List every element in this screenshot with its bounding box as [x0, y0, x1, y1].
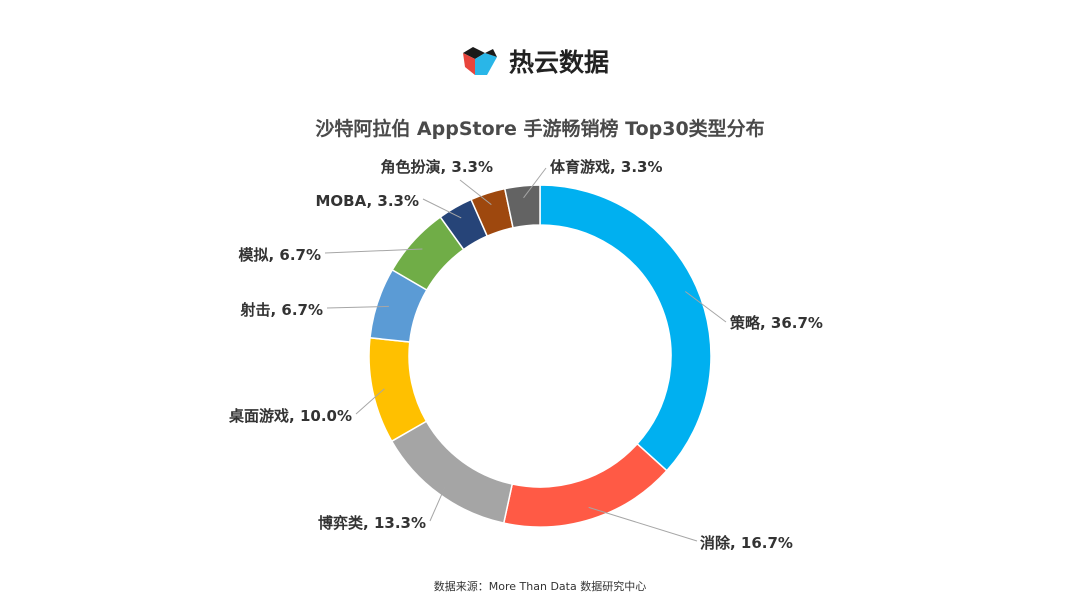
slice-label-0: 策略, 36.7%: [729, 314, 823, 332]
slice-label-2: 博弈类, 13.3%: [318, 514, 426, 532]
donut-slice-3: [368, 336, 428, 443]
donut-slice-8: [503, 184, 541, 229]
cube-logo-icon: [463, 47, 497, 75]
donut-slice-0: [539, 184, 712, 472]
slice-label-6: MOBA, 3.3%: [315, 192, 419, 210]
slice-label-5: 模拟, 6.7%: [238, 246, 321, 264]
leader-line-8: [523, 167, 547, 199]
slice-label-1: 消除, 16.7%: [700, 534, 793, 552]
leader-line-5: [324, 248, 423, 254]
slice-label-7: 角色扮演, 3.3%: [380, 158, 493, 176]
data-source-note: 数据来源：More Than Data 数据研究中心: [434, 579, 646, 593]
slice-label-4: 射击, 6.7%: [239, 301, 323, 319]
slice-label-8: 体育游戏, 3.3%: [550, 158, 663, 176]
slice-label-3: 桌面游戏, 10.0%: [228, 407, 352, 425]
leader-line-1: [588, 506, 698, 542]
chart-title: 沙特阿拉伯 AppStore 手游畅销榜 Top30类型分布: [315, 117, 764, 140]
donut-slice-1: [502, 442, 668, 528]
leader-line-6: [422, 198, 462, 219]
leader-line-4: [326, 305, 389, 309]
leader-line-3: [355, 388, 385, 415]
slice-labels: 策略, 36.7% 消除, 16.7% 博弈类, 13.3% 桌面游戏, 10.0% 射…: [228, 158, 823, 552]
brand-name: 热云数据: [509, 48, 609, 77]
leader-line-7: [459, 179, 492, 206]
leader-lines: [324, 167, 727, 542]
donut-slice-2: [390, 420, 514, 525]
donut-slices: [368, 184, 712, 528]
leader-line-2: [429, 484, 447, 522]
leader-line-0: [685, 291, 727, 323]
